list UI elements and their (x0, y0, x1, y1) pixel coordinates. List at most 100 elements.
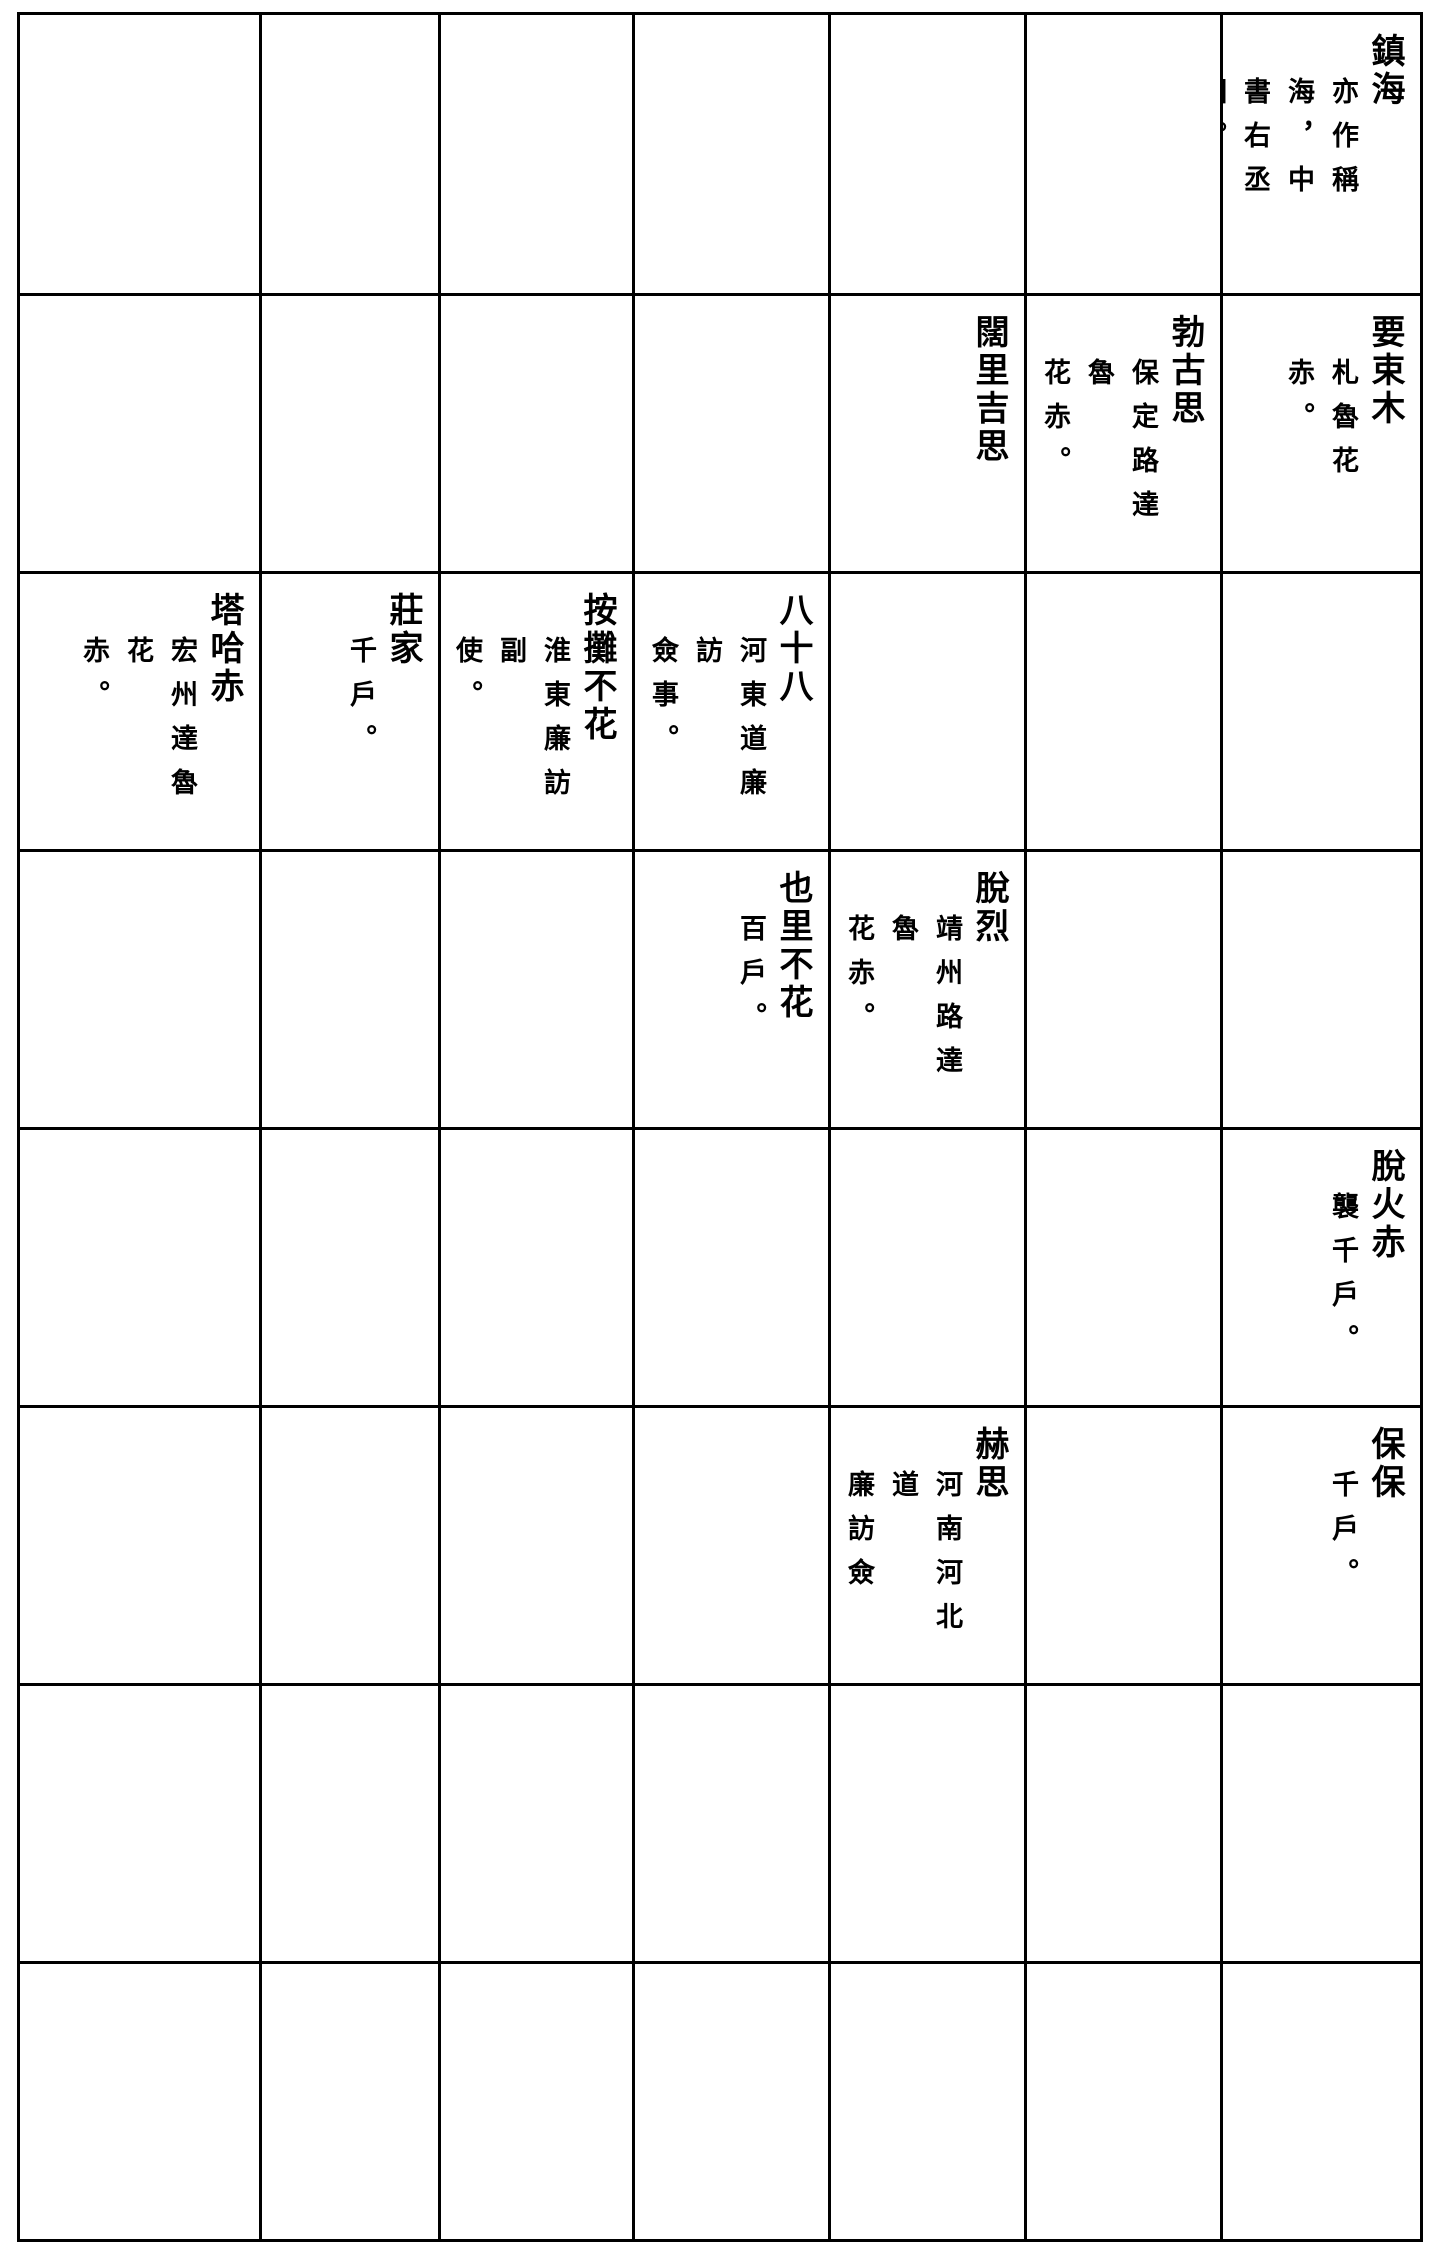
table-cell (438, 1961, 632, 2239)
table-cell (259, 1127, 438, 1405)
annotation-line: 赤。 (78, 636, 109, 724)
person-name: 也里不花 (773, 870, 813, 1022)
table-cell: 闊里吉思 (828, 293, 1024, 571)
table-cell (20, 1405, 259, 1683)
person-name: 保保 (1365, 1426, 1405, 1502)
person-name: 闊里吉思 (969, 314, 1009, 466)
cell-entry: 莊家 千戶。 (338, 592, 424, 843)
table-cell (259, 849, 438, 1127)
table-cell (1220, 571, 1420, 849)
annotation-line: 札魯花赤。 (1283, 358, 1358, 490)
cell-entry: 勃古思 保定路達魯 花赤。 (1032, 314, 1206, 565)
table-cell (259, 1405, 438, 1683)
table-cell (259, 1683, 438, 1961)
table-cell (438, 1683, 632, 1961)
person-name: 按攤不花 (577, 592, 617, 744)
table-cell (1024, 15, 1220, 293)
table-cell (632, 15, 828, 293)
annotation-line: 千戶。 (345, 636, 376, 768)
table-cell (632, 1683, 828, 1961)
table-cell (1024, 1961, 1220, 2239)
table-cell (259, 293, 438, 571)
table-cell (828, 1961, 1024, 2239)
table-cell: 保保 千戶。 (1220, 1405, 1420, 1683)
person-name: 要束木 (1365, 314, 1405, 428)
person-name: 塔哈赤 (204, 592, 244, 706)
table-cell: 塔哈赤 宏州達魯花 赤。 (20, 571, 259, 849)
table-cell (259, 1961, 438, 2239)
table-cell (632, 1405, 828, 1683)
cell-entry: 脫烈 靖州路達魯 花赤。 (836, 870, 1010, 1121)
table-cell (1024, 571, 1220, 849)
person-name: 赫思 (969, 1426, 1009, 1502)
table-cell (438, 1405, 632, 1683)
table-cell: 脫火赤 襲千戶。 (1220, 1127, 1420, 1405)
table-cell (20, 1683, 259, 1961)
genealogy-table: 鎮海亦作稱海，中書右丞相。闊里吉思勃古思保定路達魯花赤。要束木札魯花赤。塔哈赤宏… (17, 12, 1423, 2242)
table-cell (438, 293, 632, 571)
person-name: 勃古思 (1165, 314, 1205, 428)
annotation-line: 花赤。 (843, 914, 874, 1046)
table-cell (1024, 1405, 1220, 1683)
table-cell (438, 15, 632, 293)
annotation-line: 百戶。 (735, 914, 766, 1046)
cell-entry: 要束木 札魯花赤。 (1276, 314, 1406, 565)
annotation-line: 河南河北道 (887, 1470, 962, 1646)
cell-entry: 也里不花 百戶。 (728, 870, 814, 1121)
table-cell (1024, 849, 1220, 1127)
annotation-line: 書右丞相。 (1223, 77, 1270, 209)
table-cell (438, 849, 632, 1127)
table-cell (20, 293, 259, 571)
annotation-line: 保定路達魯 (1083, 358, 1158, 534)
table-cell: 脫烈 靖州路達魯 花赤。 (828, 849, 1024, 1127)
person-name: 鎮海 (1365, 33, 1405, 109)
table-cell (828, 1683, 1024, 1961)
cell-entry: 按攤不花 淮東廉訪副 使。 (444, 592, 618, 843)
annotation-line: 宏州達魯花 (122, 636, 197, 812)
table-cell (1220, 1961, 1420, 2239)
table-cell (828, 15, 1024, 293)
table-cell (438, 1127, 632, 1405)
annotation-line: 花赤。 (1039, 358, 1070, 490)
table-cell (828, 571, 1024, 849)
table-cell: 莊家 千戶。 (259, 571, 438, 849)
cell-entry: 闊里吉思 (968, 314, 1010, 565)
table-cell (828, 1127, 1024, 1405)
table-cell (632, 293, 828, 571)
table-cell (20, 15, 259, 293)
table-cell: 按攤不花 淮東廉訪副 使。 (438, 571, 632, 849)
table-cell (1220, 1683, 1420, 1961)
table-cell (1024, 1683, 1220, 1961)
annotation-line: 千戶。 (1327, 1470, 1358, 1602)
person-name: 莊家 (383, 592, 423, 668)
table-cell (1024, 1127, 1220, 1405)
table-cell (632, 1961, 828, 2239)
person-name: 八十八 (773, 592, 813, 706)
table-cell: 要束木 札魯花赤。 (1220, 293, 1420, 571)
annotation-line: 使。 (451, 636, 482, 724)
cell-entry: 塔哈赤 宏州達魯花 赤。 (71, 592, 245, 843)
table-cell (259, 15, 438, 293)
person-name: 脫烈 (969, 870, 1009, 946)
annotation-line: 河東道廉訪 (691, 636, 766, 812)
cell-entry: 八十八 河東道廉訪 僉事。 (640, 592, 814, 843)
annotation-line: 襲千戶。 (1327, 1192, 1358, 1368)
table-cell: 赫思河南河北道廉訪僉事。 (828, 1405, 1024, 1683)
annotation-line: 淮東廉訪副 (495, 636, 570, 812)
cell-entry: 保保 千戶。 (1320, 1426, 1406, 1677)
table-cell (20, 849, 259, 1127)
table-cell (20, 1961, 259, 2239)
table-cell (632, 1127, 828, 1405)
person-name: 脫火赤 (1365, 1148, 1405, 1262)
cell-entry: 赫思河南河北道廉訪僉事。 (831, 1426, 1010, 1677)
table-cell (20, 1127, 259, 1405)
table-cell (1220, 849, 1420, 1127)
table-cell: 勃古思 保定路達魯 花赤。 (1024, 293, 1220, 571)
cell-entry: 脫火赤 襲千戶。 (1320, 1148, 1406, 1399)
annotation-line: 僉事。 (647, 636, 678, 768)
annotation-line: 靖州路達魯 (887, 914, 962, 1090)
table-cell: 也里不花 百戶。 (632, 849, 828, 1127)
